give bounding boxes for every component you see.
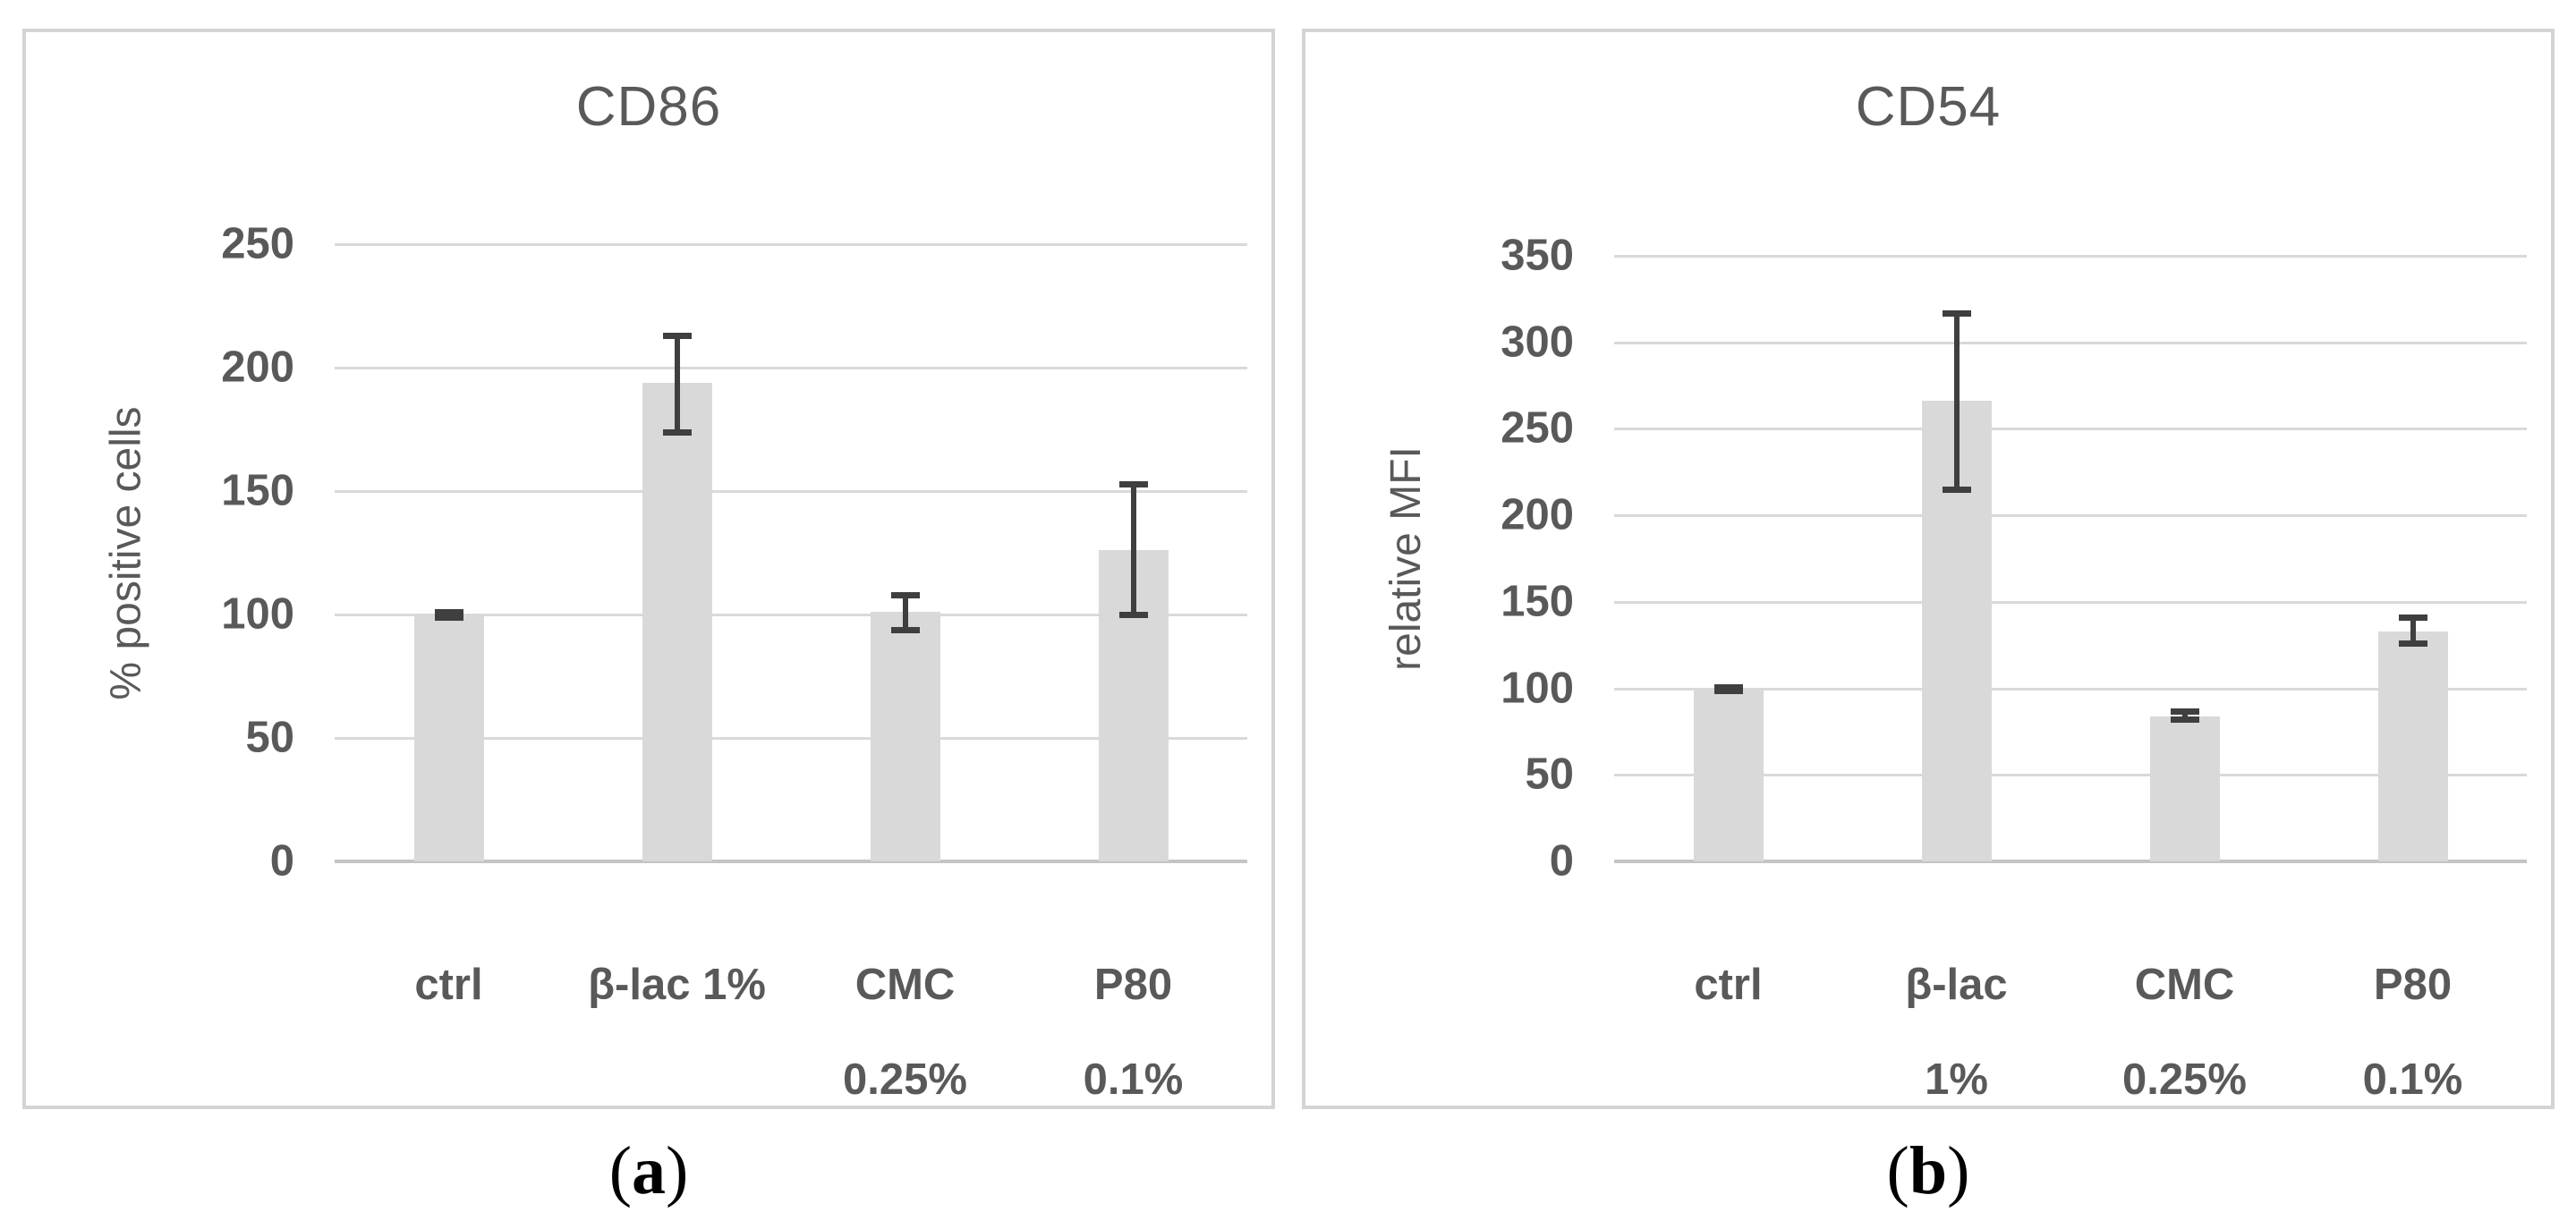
- caption-paren: (: [1886, 1133, 1909, 1208]
- category-label-line: CMC: [854, 961, 956, 1009]
- y-tick-label: 150: [221, 466, 294, 515]
- y-tick-label: 200: [1501, 490, 1574, 539]
- chart-panel-b: CD54 relative MFI 0 50 100 150 200 250 300 350 …: [1302, 29, 2555, 1109]
- category-label-line: P80: [2373, 961, 2453, 1009]
- plot-area: [335, 243, 1247, 863]
- panel-caption-b: (b): [1302, 1132, 2555, 1210]
- chart-title: CD54: [1855, 76, 2002, 138]
- error-bar-cap-bottom: [434, 614, 463, 621]
- category-label: β-lac 1%: [1842, 937, 2070, 1127]
- error-bar-cap-top: [2170, 708, 2199, 715]
- gridline: [1614, 255, 2527, 258]
- caption-paren: ): [666, 1133, 689, 1208]
- caption-paren: (: [608, 1133, 632, 1208]
- y-tick-label: 150: [1501, 577, 1574, 626]
- category-label-line: 0.1%: [2362, 1055, 2463, 1104]
- error-bar-cap-top: [1713, 683, 1743, 691]
- y-tick-label: 50: [245, 713, 294, 762]
- error-bar: [1953, 312, 1960, 490]
- error-bar: [2181, 710, 2188, 720]
- gridline: [335, 614, 1247, 616]
- category-label: P80 0.1%: [2299, 937, 2527, 1127]
- panel-caption-a: (a): [22, 1132, 1275, 1210]
- error-bar-cap-bottom: [1118, 612, 1148, 618]
- y-tick-label: 300: [1501, 318, 1574, 367]
- chart-panel-a: CD86 % positive cells 0 50 100 150 200 250 ct…: [22, 29, 1275, 1109]
- error-bar-cap-bottom: [2398, 640, 2427, 648]
- y-tick-label: 250: [1501, 403, 1574, 453]
- gridline: [335, 860, 1247, 863]
- category-label-line: ctrl: [1694, 961, 1763, 1009]
- bar: [870, 612, 940, 861]
- y-tick-label: 100: [221, 589, 294, 639]
- error-bar-cap-top: [2398, 614, 2427, 622]
- gridline: [1614, 428, 2527, 431]
- x-axis-category-labels: ctrl β-lac 1% CMC 0.25% P80 0.1%: [335, 937, 1247, 1134]
- y-tick-label: 200: [221, 343, 294, 392]
- error-bar-cap-bottom: [662, 428, 692, 436]
- category-label-line: β-lac 1%: [588, 961, 766, 1009]
- category-label-line: β-lac: [1905, 961, 2008, 1009]
- caption-letter: a: [632, 1133, 666, 1208]
- plot-area: [1614, 255, 2527, 863]
- gridline: [1614, 514, 2527, 518]
- error-bar: [1130, 483, 1136, 614]
- gridline: [1614, 600, 2527, 604]
- gridline: [1614, 774, 2527, 777]
- category-label: ctrl: [335, 937, 563, 1032]
- error-bar-cap-bottom: [2170, 716, 2199, 724]
- category-label: CMC 0.25%: [791, 937, 1019, 1127]
- gridline: [335, 490, 1247, 493]
- y-tick-label: 0: [1549, 836, 1574, 886]
- category-label-line: 0.1%: [1083, 1055, 1184, 1104]
- error-bar-cap-top: [434, 609, 463, 616]
- y-tick-label: 0: [269, 836, 294, 886]
- chart-title: CD86: [575, 76, 722, 138]
- gridline: [335, 367, 1247, 369]
- error-bar-cap-top: [1118, 480, 1148, 487]
- gridline: [335, 243, 1247, 246]
- category-label-line: CMC: [2134, 961, 2235, 1009]
- gridline: [1614, 687, 2527, 691]
- bar: [2377, 631, 2448, 861]
- error-bar-cap-top: [1942, 309, 1971, 317]
- category-label-line: 0.25%: [2122, 1055, 2247, 1104]
- bar: [413, 614, 484, 861]
- category-label-line: ctrl: [414, 961, 483, 1009]
- bar: [2149, 716, 2220, 861]
- y-axis-tick-labels: 0 50 100 150 200 250 300 350: [1305, 233, 1614, 883]
- category-label: ctrl: [1614, 937, 1842, 1032]
- category-label: CMC 0.25%: [2070, 937, 2299, 1127]
- bar: [1693, 688, 1764, 861]
- category-label-line: P80: [1093, 961, 1173, 1009]
- caption-letter: b: [1909, 1133, 1948, 1208]
- y-axis-tick-labels: 0 50 100 150 200 250: [26, 222, 335, 883]
- category-label-line: 0.25%: [843, 1055, 967, 1104]
- error-bar-cap-bottom: [1713, 687, 1743, 694]
- y-tick-label: 100: [1501, 664, 1574, 713]
- gridline: [1614, 341, 2527, 344]
- error-bar: [2410, 617, 2416, 644]
- gridline: [1614, 860, 2527, 863]
- y-tick-label: 250: [221, 219, 294, 268]
- category-label: β-lac 1%: [563, 937, 791, 1032]
- gridline: [335, 737, 1247, 740]
- bar: [642, 382, 712, 861]
- category-label-line: 1%: [1925, 1055, 1988, 1104]
- error-bar: [902, 594, 908, 630]
- y-tick-label: 350: [1501, 231, 1574, 280]
- error-bar-cap-bottom: [1942, 487, 1971, 494]
- y-tick-label: 50: [1525, 750, 1574, 799]
- x-axis-category-labels: ctrl β-lac 1% CMC 0.25% P80 0.1%: [1614, 937, 2527, 1134]
- error-bar-cap-top: [662, 333, 692, 340]
- error-bar-cap-top: [890, 591, 920, 598]
- category-label: P80 0.1%: [1019, 937, 1247, 1127]
- error-bar-cap-bottom: [890, 626, 920, 633]
- caption-paren: ): [1947, 1133, 1970, 1208]
- error-bar: [674, 335, 680, 432]
